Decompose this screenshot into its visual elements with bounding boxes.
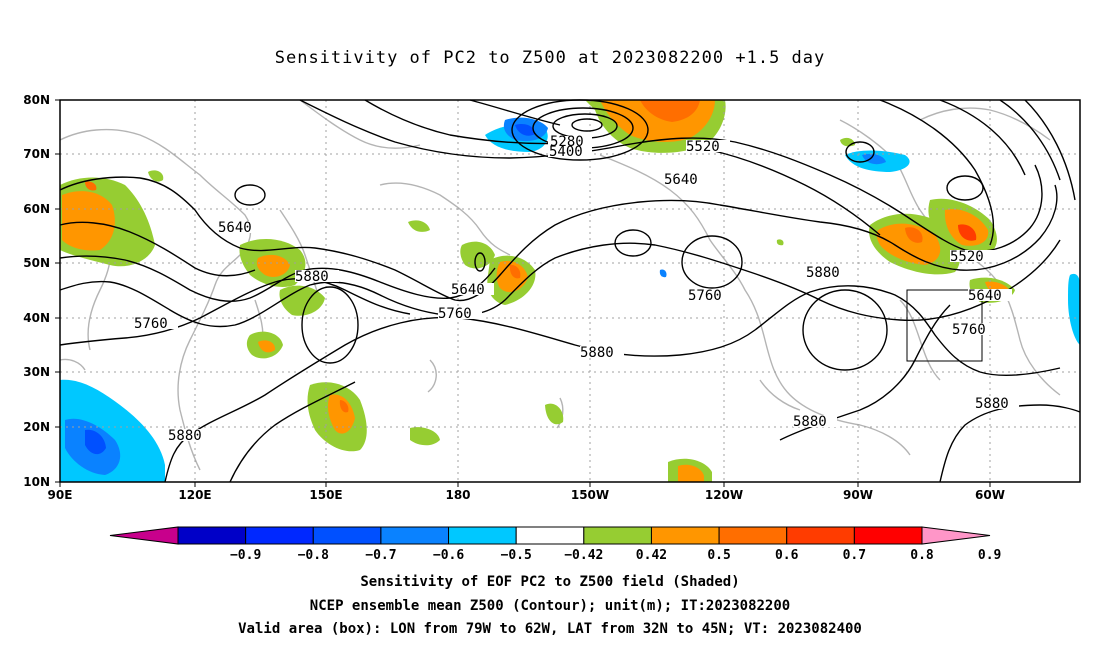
axis-ticks — [55, 99, 991, 487]
contour-label: 5880 — [793, 414, 827, 430]
lat-label: 30N — [23, 365, 50, 379]
contour-label: 5880 — [975, 396, 1009, 412]
lon-labels: 90E 120E 150E 180 150W 120W 90W 60W — [48, 488, 1005, 502]
contour-label: 5760 — [134, 316, 168, 332]
lat-labels: 80N 70N 60N 50N 40N 30N 20N 10N — [23, 93, 50, 489]
colorbar-label: −0.8 — [298, 548, 329, 563]
lon-label: 120W — [705, 488, 743, 502]
colorbar-label: −0.7 — [365, 548, 396, 563]
colorbar: −0.9 −0.8 −0.7 −0.6 −0.5 −0.42 0.42 0.5 0.6 0.7 0.… — [109, 526, 1001, 563]
colorbar-swatch — [312, 526, 382, 545]
contour-label: 5520 — [686, 139, 720, 155]
contour-label: 5520 — [950, 249, 984, 265]
lon-label: 150W — [571, 488, 609, 502]
lat-label: 40N — [23, 311, 50, 325]
contour-label: 5280 — [550, 134, 584, 150]
colorbar-label: 0.8 — [910, 548, 934, 563]
contour-label: 5880 — [580, 345, 614, 361]
map-frame — [59, 99, 1081, 483]
colorbar-swatch — [650, 526, 720, 545]
colorbar-label: −0.9 — [230, 548, 261, 563]
colorbar-label: 0.6 — [775, 548, 799, 563]
colorbar-swatch — [786, 526, 855, 545]
colorbar-label: −0.5 — [501, 548, 532, 563]
lat-label: 20N — [23, 420, 50, 434]
z500-contours — [59, 99, 1081, 483]
footer-line-3: Valid area (box): LON from 79W to 62W, L… — [238, 621, 862, 637]
contour-label: 5640 — [451, 282, 485, 298]
contour-label: 5640 — [218, 220, 252, 236]
lat-label: 70N — [23, 147, 50, 161]
colorbar-extend-low — [109, 526, 179, 545]
contour-label: 5880 — [806, 265, 840, 281]
colorbar-swatch — [245, 526, 314, 545]
lon-label: 90E — [48, 488, 73, 502]
contour-label: 5760 — [952, 322, 986, 338]
colorbar-label: −0.6 — [433, 548, 464, 563]
colorbar-swatch — [853, 526, 923, 545]
lat-label: 10N — [23, 475, 50, 489]
lon-label: 60W — [975, 488, 1005, 502]
colorbar-swatch — [583, 526, 652, 545]
contour-label: 5880 — [168, 428, 202, 444]
colorbar-label: 0.42 — [636, 548, 667, 563]
colorbar-swatch — [448, 526, 517, 545]
lat-label: 60N — [23, 202, 50, 216]
lon-label: 180 — [445, 488, 470, 502]
shaded-sensitivity — [60, 100, 1080, 482]
colorbar-swatch — [718, 526, 788, 545]
colorbar-label: 0.5 — [707, 548, 730, 563]
colorbar-label: 0.7 — [843, 548, 866, 563]
lon-label: 150E — [309, 488, 342, 502]
colorbar-label: −0.42 — [564, 548, 603, 563]
contour-label: 5880 — [295, 269, 329, 285]
colorbar-swatch — [380, 526, 450, 545]
contour-label-layer: 5280 5400 5520 5640 5640 5640 5880 5760 … — [134, 134, 1009, 444]
lat-label: 80N — [23, 93, 50, 107]
colorbar-extend-high — [921, 526, 991, 545]
contour-label: 5760 — [438, 306, 472, 322]
contour-label: 5400 — [549, 144, 583, 160]
contour-label: 5760 — [688, 288, 722, 304]
lon-label: 90W — [843, 488, 873, 502]
footer-line-1: Sensitivity of EOF PC2 to Z500 field (Sh… — [360, 574, 740, 590]
contour-label: 5640 — [664, 172, 698, 188]
contour-label: 5640 — [968, 288, 1002, 304]
lat-label: 50N — [23, 256, 50, 270]
footer-line-2: NCEP ensemble mean Z500 (Contour); unit(… — [309, 598, 791, 614]
lon-label: 120E — [178, 488, 211, 502]
colorbar-label: 0.9 — [978, 548, 1001, 563]
colorbar-swatch — [177, 526, 247, 545]
colorbar-swatch — [515, 526, 585, 545]
chart-title: Sensitivity of PC2 to Z500 at 2023082200… — [274, 48, 826, 68]
